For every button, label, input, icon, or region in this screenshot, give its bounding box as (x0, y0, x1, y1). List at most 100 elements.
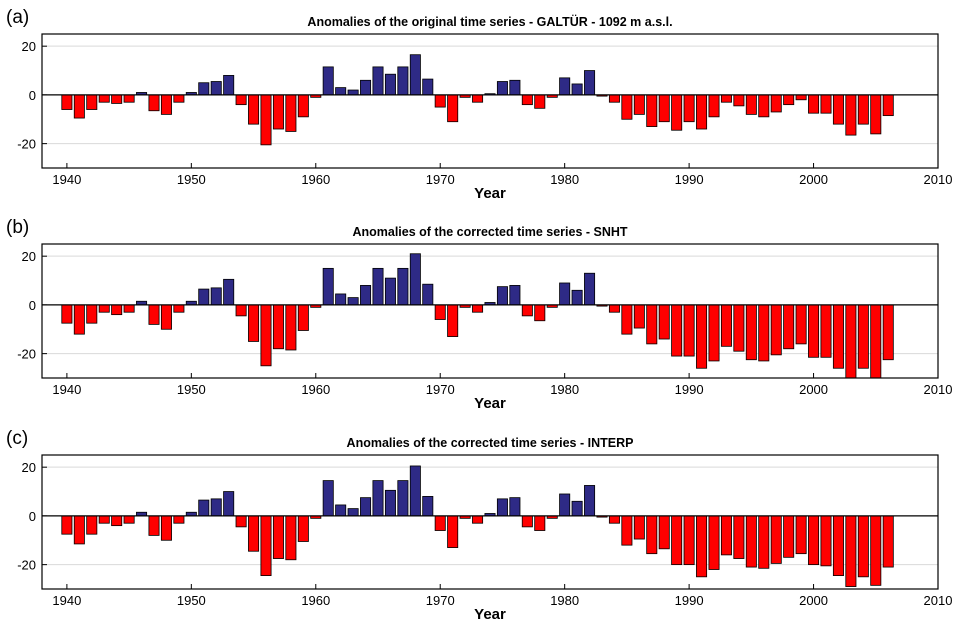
bar (646, 515, 658, 555)
x-axis-label: Year (474, 185, 506, 202)
bar (795, 304, 807, 345)
bar (845, 94, 857, 136)
bar (646, 94, 658, 127)
y-tick-label: 20 (22, 249, 36, 264)
bar (173, 94, 185, 103)
bar (745, 94, 757, 115)
bar (758, 94, 770, 118)
bar (820, 515, 832, 567)
x-tick-label: 2000 (799, 593, 828, 608)
bar (210, 81, 222, 96)
x-tick-label: 1970 (426, 593, 455, 608)
bar (496, 286, 508, 306)
bar (297, 304, 309, 331)
bar (409, 54, 421, 96)
bar (795, 94, 807, 101)
bar (372, 480, 384, 517)
bar (584, 70, 596, 96)
x-axis-ticks: 1940 1950 1960 1970 1980 1990 2000 2010 (52, 163, 952, 187)
bar (272, 94, 284, 130)
bar (235, 304, 247, 317)
x-tick-label: 2010 (924, 382, 953, 397)
panel-label: (c) (6, 428, 28, 449)
bar (808, 94, 820, 114)
panel-label: (a) (6, 7, 29, 28)
bar (733, 94, 745, 107)
bar (882, 94, 894, 117)
y-tick-label: 20 (22, 39, 36, 54)
bar (160, 94, 172, 115)
grid-lines (42, 466, 938, 566)
bar (248, 94, 260, 125)
bar (123, 515, 135, 524)
bar (633, 515, 645, 540)
bar (559, 77, 571, 96)
x-tick-label: 1980 (550, 172, 579, 187)
chart-title: Anomalies of the corrected time series -… (347, 436, 634, 450)
bar (720, 304, 732, 347)
bar (285, 304, 297, 351)
bar (335, 87, 347, 96)
bar (832, 515, 844, 576)
bar (123, 94, 135, 103)
chart-panel-b: (b) Anomalies of the corrected time seri… (6, 217, 952, 412)
bar (248, 515, 260, 552)
bar (148, 304, 160, 325)
bar (235, 515, 247, 528)
bar (534, 515, 546, 531)
bar (832, 304, 844, 369)
bar (347, 89, 359, 96)
bar (696, 304, 708, 369)
bar (720, 515, 732, 556)
bar (683, 515, 695, 566)
bar (795, 515, 807, 555)
bar (248, 304, 260, 342)
bar (384, 277, 396, 306)
bar (571, 83, 583, 96)
bar (260, 304, 272, 367)
x-tick-label: 2010 (924, 593, 953, 608)
plot-area-frame (41, 243, 939, 379)
bar (571, 500, 583, 517)
bar (198, 288, 210, 306)
bar (708, 515, 720, 570)
grid-lines (42, 255, 938, 355)
x-tick-label: 1960 (301, 172, 330, 187)
grid-lines (42, 45, 938, 145)
bar (347, 508, 359, 517)
bar (584, 485, 596, 517)
bar (372, 267, 384, 306)
bar (571, 289, 583, 306)
bar (621, 94, 633, 120)
bar (360, 79, 372, 96)
bar (683, 304, 695, 357)
bar (870, 94, 882, 135)
bar (534, 304, 546, 322)
x-tick-label: 2010 (924, 172, 953, 187)
bar (73, 94, 85, 119)
bar (434, 94, 446, 108)
y-tick-label: 0 (29, 298, 36, 313)
x-tick-label: 1990 (675, 593, 704, 608)
bar (335, 293, 347, 306)
y-tick-label: -20 (17, 137, 36, 152)
bars (61, 253, 894, 379)
bar (86, 94, 98, 110)
bar (745, 304, 757, 361)
bar (683, 94, 695, 123)
bar (384, 489, 396, 517)
bar (372, 66, 384, 96)
x-axis-ticks: 1940 1950 1960 1970 1980 1990 2000 2010 (52, 373, 952, 397)
bar (770, 515, 782, 564)
bar (882, 304, 894, 361)
bar (397, 267, 409, 306)
bar (783, 304, 795, 350)
bar (509, 285, 521, 306)
bar (857, 515, 869, 578)
bar (422, 78, 434, 96)
bar (783, 94, 795, 106)
plot-area-frame (41, 454, 939, 590)
bar (870, 304, 882, 379)
x-tick-label: 1970 (426, 382, 455, 397)
